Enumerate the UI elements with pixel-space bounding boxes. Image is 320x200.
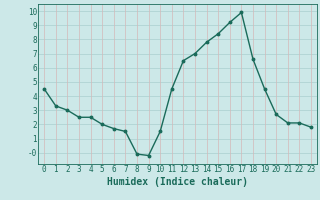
X-axis label: Humidex (Indice chaleur): Humidex (Indice chaleur) bbox=[107, 177, 248, 187]
